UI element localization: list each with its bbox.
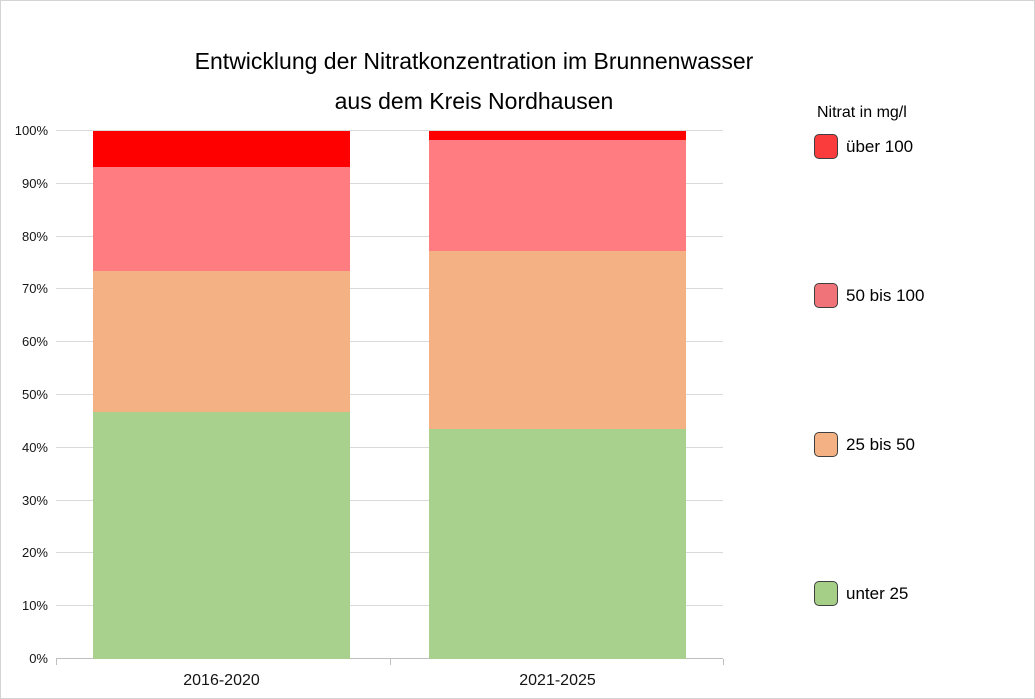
bar-segment-25-bis-50-2016-2020 bbox=[93, 271, 350, 412]
x-axis-label-2016-2020: 2016-2020 bbox=[183, 672, 260, 689]
legend-item-25-bis-50: 25 bis 50 bbox=[814, 432, 915, 457]
bar-segment-über-100-2021-2025 bbox=[429, 131, 686, 140]
legend-label: über 100 bbox=[846, 136, 914, 156]
x-axis-tick bbox=[56, 659, 57, 665]
gridline-100pct bbox=[56, 130, 723, 131]
y-axis-tick-label: 60% bbox=[21, 334, 48, 350]
legend-item-über-100: über 100 bbox=[814, 134, 913, 159]
y-axis: 0% 10% 20% 30% 40% 50% 60% 70% 80% 90% 100% bbox=[1, 123, 48, 666]
legend-label: 50 bis 100 bbox=[846, 285, 925, 305]
y-axis-tick-label: 0% bbox=[29, 651, 48, 666]
chart-title-line-1: Entwicklung der Nitratkonzentration im B… bbox=[194, 48, 754, 74]
gridline-0pct bbox=[56, 658, 723, 659]
y-axis-tick-label: 10% bbox=[21, 598, 48, 614]
gridline-10pct bbox=[56, 605, 723, 607]
y-axis-tick-label: 20% bbox=[21, 545, 48, 561]
legend-item-50-bis-100: 50 bis 100 bbox=[814, 283, 924, 308]
legend-swatch-25-bis-50 bbox=[814, 432, 838, 457]
x-axis-tick bbox=[723, 659, 724, 665]
y-axis-tick-label: 80% bbox=[21, 228, 48, 244]
x-axis-tick bbox=[389, 659, 391, 665]
y-axis-tick-label: 100% bbox=[14, 123, 48, 138]
gridline-50pct bbox=[56, 394, 723, 395]
bar-segment-über-100-2016-2020 bbox=[93, 131, 350, 167]
gridline-40pct bbox=[56, 446, 723, 448]
legend-label: unter 25 bbox=[846, 583, 909, 603]
y-axis-tick-label: 40% bbox=[21, 439, 48, 455]
bar-2016-2020 bbox=[93, 131, 350, 659]
bar-segment-50-bis-100-2021-2025 bbox=[429, 139, 686, 251]
legend-swatch-50-bis-100 bbox=[814, 283, 838, 308]
y-axis-tick-label: 90% bbox=[21, 175, 48, 191]
chart-title: Entwicklung der Nitratkonzentration im B… bbox=[56, 41, 892, 121]
legend-label: 25 bis 50 bbox=[846, 434, 915, 454]
plot-area bbox=[56, 130, 723, 659]
gridline-70pct bbox=[56, 288, 723, 290]
bar-2021-2025 bbox=[429, 131, 686, 659]
gridline-80pct bbox=[56, 235, 723, 237]
legend-swatch-unter-25 bbox=[814, 581, 838, 606]
legend-item-unter-25: unter 25 bbox=[814, 581, 908, 606]
y-axis-tick-label: 70% bbox=[21, 281, 48, 297]
bar-segment-unter-25-2016-2020 bbox=[93, 411, 350, 659]
bar-segment-25-bis-50-2021-2025 bbox=[429, 250, 686, 429]
chart-title-line-2: aus dem Kreis Nordhausen bbox=[334, 88, 614, 114]
legend-title: Nitrat in mg/l bbox=[817, 104, 907, 121]
y-axis-tick-label: 50% bbox=[21, 387, 48, 402]
legend-swatch-über-100 bbox=[814, 134, 838, 159]
gridline-60pct bbox=[56, 341, 723, 343]
gridline-90pct bbox=[56, 182, 723, 184]
gridline-20pct bbox=[56, 552, 723, 554]
bar-segment-50-bis-100-2016-2020 bbox=[93, 166, 350, 272]
bar-segment-unter-25-2021-2025 bbox=[429, 428, 686, 659]
x-axis-label-2021-2025: 2021-2025 bbox=[519, 672, 596, 689]
gridline-30pct bbox=[56, 499, 723, 501]
y-axis-tick-label: 30% bbox=[21, 492, 48, 508]
